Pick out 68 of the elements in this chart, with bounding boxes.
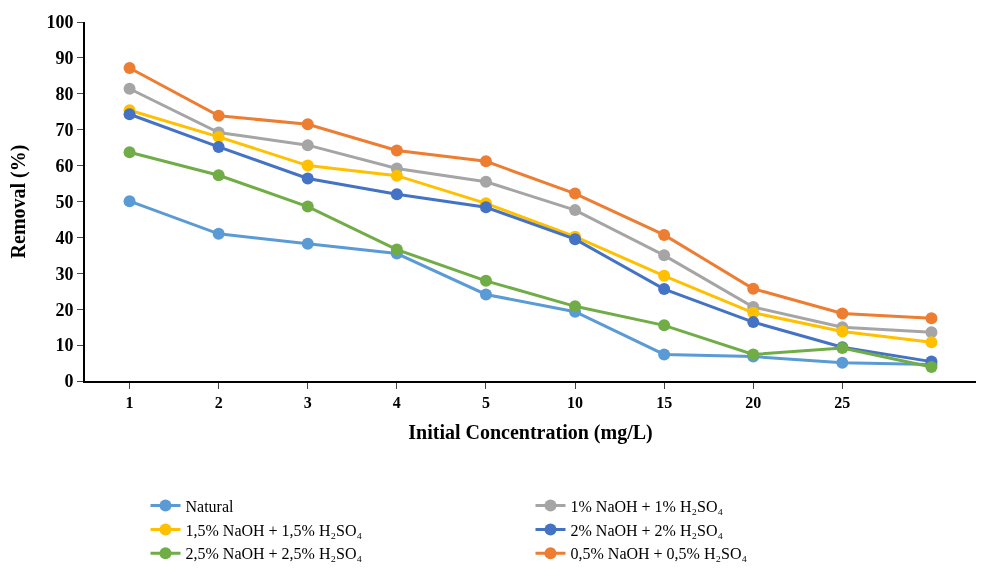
point bbox=[747, 316, 760, 329]
y-tick-label: 90 bbox=[55, 48, 74, 69]
point bbox=[301, 118, 314, 131]
point bbox=[479, 288, 492, 301]
point bbox=[390, 169, 403, 182]
point bbox=[212, 140, 225, 153]
point bbox=[212, 169, 225, 182]
legend-label: 2,5% NaOH + 2,5% H₂SO₄ bbox=[185, 545, 363, 563]
x-tick-label: 25 bbox=[834, 394, 851, 412]
point bbox=[212, 109, 225, 122]
y-tick-label: 40 bbox=[55, 227, 74, 248]
point bbox=[836, 325, 849, 338]
x-tick-label: 10 bbox=[567, 394, 584, 412]
point bbox=[479, 155, 492, 168]
point bbox=[123, 108, 136, 121]
point bbox=[301, 237, 314, 250]
y-tick-label: 60 bbox=[55, 155, 74, 176]
y-tick-label: 30 bbox=[55, 263, 74, 284]
y-tick-label: 10 bbox=[55, 335, 74, 356]
x-tick-label: 5 bbox=[481, 394, 490, 412]
point bbox=[569, 300, 582, 313]
point bbox=[123, 82, 136, 95]
point bbox=[390, 188, 403, 201]
legend-label: 1% NaOH + 1% H₂SO₄ bbox=[570, 497, 724, 515]
point bbox=[836, 307, 849, 320]
x-tick-label: 20 bbox=[745, 394, 762, 412]
point bbox=[479, 201, 492, 214]
point bbox=[123, 146, 136, 159]
point bbox=[925, 336, 938, 349]
point bbox=[658, 269, 671, 282]
y-tick-label: 70 bbox=[55, 120, 74, 140]
x-tick-label: 1 bbox=[125, 394, 134, 412]
point bbox=[747, 282, 760, 295]
x-tick-label: 15 bbox=[656, 394, 673, 412]
point bbox=[123, 195, 136, 208]
point bbox=[658, 319, 671, 332]
y-tick-label: 20 bbox=[55, 299, 74, 320]
point bbox=[569, 187, 582, 200]
x-tick-label: 4 bbox=[392, 394, 401, 412]
legend-label: Natural bbox=[185, 497, 235, 515]
legend-label: 1,5% NaOH + 1,5% H₂SO₄ bbox=[185, 521, 363, 539]
point bbox=[390, 144, 403, 157]
point bbox=[658, 348, 671, 361]
legend-label: 2% NaOH + 2% H₂SO₄ bbox=[570, 521, 724, 539]
point bbox=[658, 283, 671, 296]
point bbox=[479, 175, 492, 188]
point bbox=[479, 274, 492, 287]
point bbox=[658, 249, 671, 262]
point bbox=[301, 200, 314, 213]
legend-label: 0,5% NaOH + 0,5% H₂SO₄ bbox=[570, 545, 748, 563]
point bbox=[925, 312, 938, 325]
point bbox=[301, 159, 314, 172]
y-tick-label: 0 bbox=[64, 371, 74, 392]
point bbox=[658, 228, 671, 241]
point bbox=[301, 172, 314, 185]
point bbox=[390, 243, 403, 256]
point bbox=[212, 227, 225, 240]
y-tick-label: 80 bbox=[55, 84, 74, 105]
y-tick-label: 50 bbox=[55, 191, 74, 212]
point bbox=[123, 61, 136, 74]
point bbox=[301, 139, 314, 152]
point bbox=[569, 204, 582, 217]
point bbox=[836, 356, 849, 369]
x-axis-title: Initial Concentration (mg/L) bbox=[408, 421, 653, 445]
y-tick-label: 100 bbox=[46, 12, 74, 33]
y-axis-title: Removal (%) bbox=[7, 144, 31, 259]
x-tick-label: 2 bbox=[214, 394, 223, 412]
x-tick-label: 3 bbox=[303, 394, 312, 412]
